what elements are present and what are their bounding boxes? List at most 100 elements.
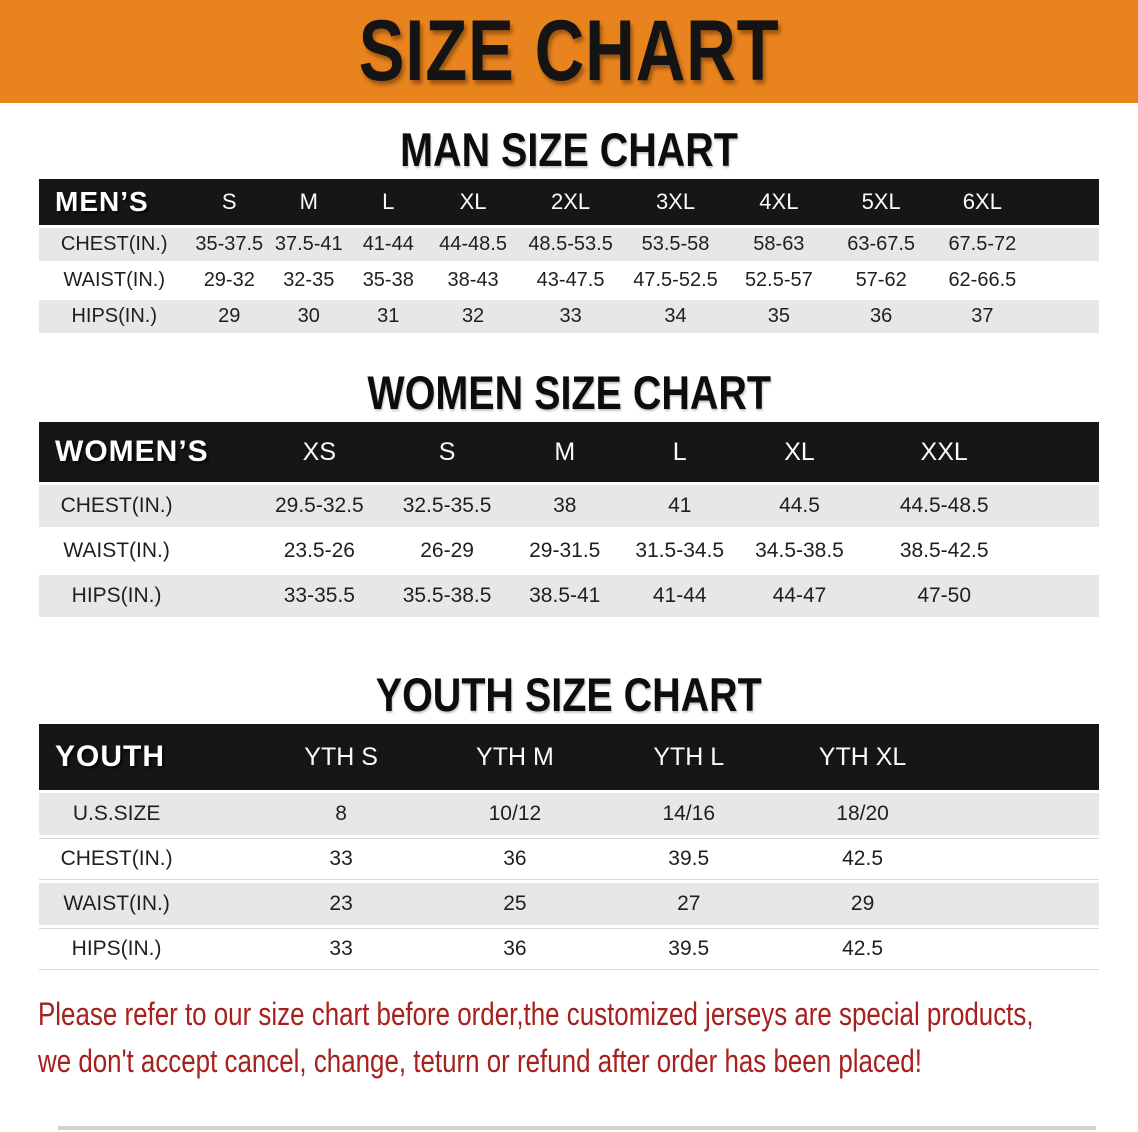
value-cell: 14/16 bbox=[601, 793, 776, 835]
spacer-cell bbox=[1032, 228, 1099, 261]
value-cell: 10/12 bbox=[428, 793, 602, 835]
youth-hips-row: HIPS(IN.) 33 36 39.5 42.5 bbox=[39, 928, 1099, 970]
spacer-cell bbox=[949, 928, 1099, 970]
value-cell: 23 bbox=[254, 883, 428, 925]
women-chest-row: CHEST(IN.) 29.5-32.5 32.5-35.5 38 41 44.… bbox=[39, 485, 1099, 527]
value-cell: 38 bbox=[509, 485, 620, 527]
value-cell: 33 bbox=[254, 838, 428, 880]
spacer-cell bbox=[1032, 300, 1099, 333]
youth-heading-text: YOUTH SIZE CHART bbox=[375, 668, 763, 721]
women-hips-row: HIPS(IN.) 33-35.5 35.5-38.5 38.5-41 41-4… bbox=[39, 575, 1099, 617]
spacer-cell bbox=[949, 793, 1099, 835]
row-label: U.S.SIZE bbox=[39, 793, 255, 835]
value-cell: 29-31.5 bbox=[509, 530, 620, 572]
value-cell: 47.5-52.5 bbox=[623, 264, 728, 297]
value-cell: 25 bbox=[428, 883, 602, 925]
size-col-header: S bbox=[384, 422, 510, 482]
value-cell: 29 bbox=[775, 883, 950, 925]
size-col-header: M bbox=[269, 179, 349, 225]
men-corner-label: MEN’S bbox=[39, 179, 190, 225]
size-col-header: 3XL bbox=[623, 179, 728, 225]
men-header-row: MEN’S S M L XL 2XL 3XL 4XL 5XL 6XL bbox=[39, 179, 1099, 225]
value-cell: 29.5-32.5 bbox=[254, 485, 385, 527]
youth-chest-row: CHEST(IN.) 33 36 39.5 42.5 bbox=[39, 838, 1099, 880]
row-label: CHEST(IN.) bbox=[39, 485, 255, 527]
bottom-edge-line bbox=[58, 1126, 1096, 1130]
size-col-header: 2XL bbox=[518, 179, 624, 225]
size-col-header: XL bbox=[428, 179, 519, 225]
value-cell: 42.5 bbox=[775, 838, 950, 880]
size-chart-banner: SIZE CHART bbox=[0, 0, 1138, 103]
spacer-cell bbox=[949, 724, 1099, 790]
men-waist-row: WAIST(IN.) 29-32 32-35 35-38 38-43 43-47… bbox=[39, 264, 1099, 297]
footer-line-1: Please refer to our size chart before or… bbox=[38, 996, 1034, 1032]
value-cell: 62-66.5 bbox=[932, 264, 1033, 297]
size-col-header: S bbox=[189, 179, 270, 225]
value-cell: 26-29 bbox=[384, 530, 510, 572]
value-cell: 53.5-58 bbox=[623, 228, 728, 261]
row-label: HIPS(IN.) bbox=[39, 300, 190, 333]
value-cell: 47-50 bbox=[859, 575, 1029, 617]
youth-corner-label: YOUTH bbox=[39, 724, 255, 790]
value-cell: 52.5-57 bbox=[727, 264, 830, 297]
size-col-header: YTH S bbox=[254, 724, 428, 790]
women-header-row: WOMEN’S XS S M L XL XXL bbox=[39, 422, 1099, 482]
value-cell: 35-38 bbox=[348, 264, 429, 297]
youth-section-heading: YOUTH SIZE CHART bbox=[0, 669, 1138, 721]
value-cell: 35-37.5 bbox=[189, 228, 270, 261]
men-section-heading: MAN SIZE CHART bbox=[0, 124, 1138, 176]
value-cell: 30 bbox=[269, 300, 349, 333]
value-cell: 41 bbox=[619, 485, 740, 527]
value-cell: 63-67.5 bbox=[829, 228, 933, 261]
size-col-header: L bbox=[348, 179, 429, 225]
youth-waist-row: WAIST(IN.) 23 25 27 29 bbox=[39, 883, 1099, 925]
size-col-header: 6XL bbox=[932, 179, 1033, 225]
value-cell: 44.5 bbox=[739, 485, 860, 527]
men-hips-row: HIPS(IN.) 29 30 31 32 33 34 35 36 37 bbox=[39, 300, 1099, 333]
value-cell: 39.5 bbox=[601, 838, 776, 880]
value-cell: 42.5 bbox=[775, 928, 950, 970]
value-cell: 35.5-38.5 bbox=[384, 575, 510, 617]
value-cell: 31.5-34.5 bbox=[619, 530, 740, 572]
spacer-cell bbox=[1028, 422, 1099, 482]
value-cell: 67.5-72 bbox=[932, 228, 1033, 261]
size-col-header: L bbox=[619, 422, 740, 482]
value-cell: 32.5-35.5 bbox=[384, 485, 510, 527]
value-cell: 41-44 bbox=[619, 575, 740, 617]
value-cell: 23.5-26 bbox=[254, 530, 385, 572]
men-heading-text: MAN SIZE CHART bbox=[400, 123, 738, 176]
row-label: HIPS(IN.) bbox=[39, 928, 255, 970]
value-cell: 29-32 bbox=[189, 264, 270, 297]
spacer-cell bbox=[949, 838, 1099, 880]
value-cell: 34.5-38.5 bbox=[739, 530, 860, 572]
women-heading-text: WOMEN SIZE CHART bbox=[367, 366, 771, 419]
youth-header-row: YOUTH YTH S YTH M YTH L YTH XL bbox=[39, 724, 1099, 790]
value-cell: 48.5-53.5 bbox=[518, 228, 624, 261]
row-label: CHEST(IN.) bbox=[39, 228, 190, 261]
row-label: CHEST(IN.) bbox=[39, 838, 255, 880]
men-size-table: MEN’S S M L XL 2XL 3XL 4XL 5XL 6XL CHEST… bbox=[39, 176, 1099, 336]
value-cell: 18/20 bbox=[775, 793, 950, 835]
value-cell: 57-62 bbox=[829, 264, 933, 297]
value-cell: 43-47.5 bbox=[518, 264, 624, 297]
spacer-cell bbox=[1028, 485, 1099, 527]
value-cell: 29 bbox=[189, 300, 270, 333]
value-cell: 38.5-42.5 bbox=[859, 530, 1029, 572]
size-col-header: 5XL bbox=[829, 179, 933, 225]
footer-note: Please refer to our size chart before or… bbox=[0, 991, 1138, 1085]
women-corner-label: WOMEN’S bbox=[39, 422, 255, 482]
value-cell: 37.5-41 bbox=[269, 228, 349, 261]
spacer-cell bbox=[1032, 264, 1099, 297]
value-cell: 38.5-41 bbox=[509, 575, 620, 617]
value-cell: 33 bbox=[518, 300, 624, 333]
value-cell: 31 bbox=[348, 300, 429, 333]
spacer-cell bbox=[949, 883, 1099, 925]
value-cell: 44-48.5 bbox=[428, 228, 519, 261]
men-chest-row: CHEST(IN.) 35-37.5 37.5-41 41-44 44-48.5… bbox=[39, 228, 1099, 261]
value-cell: 44-47 bbox=[739, 575, 860, 617]
size-col-header: 4XL bbox=[727, 179, 830, 225]
value-cell: 8 bbox=[254, 793, 428, 835]
value-cell: 27 bbox=[601, 883, 776, 925]
footer-line-2: we don't accept cancel, change, teturn o… bbox=[38, 1043, 922, 1079]
value-cell: 36 bbox=[428, 838, 602, 880]
